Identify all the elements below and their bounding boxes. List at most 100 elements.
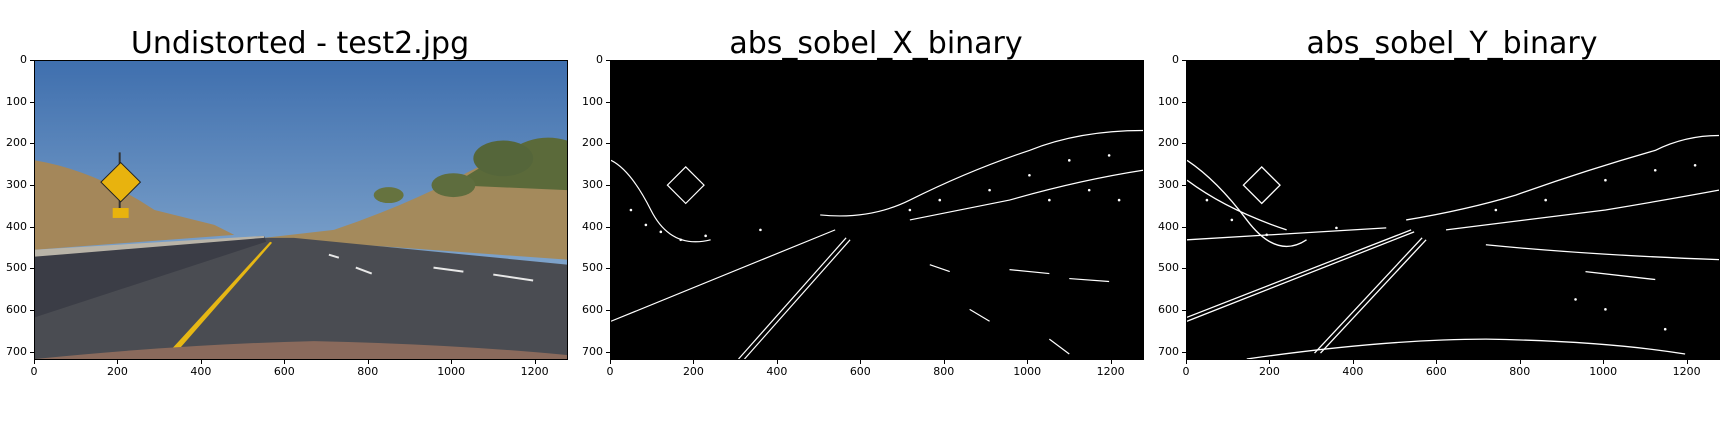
y-tick-label: 300	[6, 178, 27, 191]
x-tick-mark	[1603, 360, 1605, 364]
y-tick-mark	[606, 351, 610, 353]
x-tick-label: 800	[1509, 365, 1531, 378]
x-tick-mark	[1110, 360, 1112, 364]
y-tick-label: 500	[1158, 261, 1179, 275]
y-tick-mark	[1182, 268, 1186, 270]
x-tick-mark	[1269, 360, 1271, 364]
y-tick-mark	[606, 143, 610, 145]
binary-sobel-x	[610, 60, 1144, 360]
x-tick-mark	[776, 360, 778, 364]
y-tick-label: 600	[1158, 303, 1179, 316]
y-tick-label: 200	[1158, 136, 1179, 150]
x-tick-label: 1200	[520, 365, 549, 378]
y-tick-label: 0	[1172, 53, 1179, 66]
x-tick-label: 600	[273, 365, 295, 378]
y-tick-mark	[1182, 60, 1186, 61]
x-tick-label: 400	[766, 365, 788, 378]
y-tick-mark	[606, 310, 610, 311]
y-tick-mark	[1182, 351, 1186, 353]
x-tick-label: 800	[357, 365, 379, 378]
x-tick-mark	[943, 360, 945, 364]
x-tick-mark	[34, 360, 35, 364]
x-tick-label: 600	[849, 365, 871, 378]
x-tick-label: 200	[106, 365, 128, 378]
y-tick-mark	[30, 143, 34, 145]
x-tick-mark	[693, 360, 695, 364]
x-tick-label: 1200	[1672, 365, 1701, 378]
x-tick-mark	[1519, 360, 1521, 364]
y-tick-label: 400	[6, 219, 27, 233]
deer-sign	[100, 152, 142, 218]
y-tick-label: 0	[596, 53, 603, 66]
panel-title: Undistorted - test2.jpg	[130, 26, 470, 61]
panel-title: abs_sobel_X_binary	[729, 26, 1023, 61]
y-tick-label: 100	[582, 94, 603, 108]
panel-undistorted: Undistorted - test2.jpg	[0, 0, 576, 432]
y-tick-mark	[1182, 310, 1186, 311]
y-tick-label: 600	[6, 303, 27, 316]
y-tick-mark	[30, 185, 34, 186]
photo-undistorted	[34, 60, 568, 360]
x-tick-mark	[610, 360, 611, 364]
x-tick-label: 400	[1342, 365, 1364, 378]
x-tick-label: 200	[682, 365, 704, 378]
y-tick-label: 300	[582, 178, 603, 191]
y-tick-label: 600	[582, 303, 603, 316]
x-tick-label: 1000	[437, 365, 466, 378]
x-tick-mark	[117, 360, 119, 364]
y-tick-label: 400	[1158, 219, 1179, 233]
x-tick-label: 600	[1425, 365, 1447, 378]
y-tick-label: 200	[6, 136, 27, 150]
x-tick-label: 200	[1258, 365, 1280, 378]
y-tick-mark	[606, 226, 610, 228]
x-tick-mark	[367, 360, 369, 364]
y-tick-label: 700	[1158, 344, 1179, 358]
y-tick-mark	[606, 185, 610, 186]
x-tick-mark	[451, 360, 453, 364]
y-tick-label: 700	[582, 344, 603, 358]
y-tick-label: 200	[582, 136, 603, 150]
y-tick-mark	[30, 101, 34, 103]
x-tick-label: 0	[606, 365, 614, 378]
panel-sobel-y: abs_sobel_Y_binary	[1152, 0, 1728, 432]
y-tick-mark	[606, 60, 610, 61]
panel-title: abs_sobel_Y_binary	[1306, 26, 1598, 61]
edge-map-y	[1187, 61, 1719, 359]
y-tick-mark	[30, 268, 34, 270]
x-tick-mark	[1186, 360, 1187, 364]
x-tick-label: 0	[1182, 365, 1190, 378]
x-tick-mark	[1352, 360, 1354, 364]
y-tick-mark	[1182, 101, 1186, 103]
y-tick-label: 700	[6, 344, 27, 358]
binary-sobel-y	[1186, 60, 1720, 360]
y-tick-mark	[1182, 226, 1186, 228]
y-tick-mark	[30, 226, 34, 228]
x-tick-label: 800	[933, 365, 955, 378]
x-tick-mark	[860, 360, 862, 364]
y-tick-label: 0	[20, 53, 27, 66]
y-tick-mark	[30, 310, 34, 311]
x-tick-mark	[1436, 360, 1438, 364]
panel-sobel-x: abs_sobel_X_binary	[576, 0, 1152, 432]
y-tick-mark	[606, 268, 610, 270]
y-tick-mark	[30, 351, 34, 353]
x-tick-mark	[1686, 360, 1688, 364]
road-photo	[35, 61, 567, 359]
y-tick-mark	[30, 60, 34, 61]
x-tick-mark	[200, 360, 202, 364]
y-tick-label: 500	[582, 261, 603, 275]
x-tick-mark	[1027, 360, 1029, 364]
y-tick-mark	[1182, 143, 1186, 145]
y-tick-mark	[1182, 185, 1186, 186]
y-tick-label: 500	[6, 261, 27, 275]
x-tick-label: 1000	[1013, 365, 1042, 378]
y-tick-mark	[606, 101, 610, 103]
y-tick-label: 100	[1158, 94, 1179, 108]
x-tick-label: 0	[30, 365, 38, 378]
y-tick-label: 400	[582, 219, 603, 233]
x-tick-mark	[284, 360, 286, 364]
edge-map-x	[611, 61, 1143, 359]
x-tick-label: 400	[190, 365, 212, 378]
y-tick-label: 300	[1158, 178, 1179, 191]
y-tick-label: 100	[6, 94, 27, 108]
